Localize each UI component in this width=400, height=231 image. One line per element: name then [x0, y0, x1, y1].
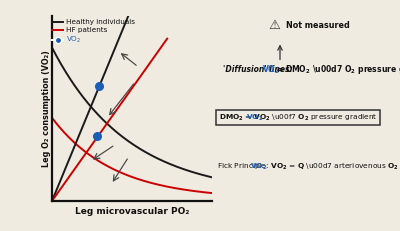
- Text: $\bf{VO_2}$: $\bf{VO_2}$: [246, 113, 263, 123]
- Y-axis label: Leg O₂ consumption (VO₂): Leg O₂ consumption (VO₂): [42, 50, 51, 167]
- Text: $\bf{VO_2}$: $\bf{VO_2}$: [262, 63, 280, 76]
- Text: Not measured: Not measured: [286, 21, 350, 30]
- Text: $\bf{VO_2}$: $\bf{VO_2}$: [250, 162, 267, 172]
- Text: $\bf{DMO_2}$ = $\bf{VO_2}$ \u00f7 $\bf{O_2}$ pressure gradient: $\bf{DMO_2}$ = $\bf{VO_2}$ \u00f7 $\bf{O…: [219, 113, 378, 123]
- Text: = $\bf{DMO_2}$ \u00d7 $\bf{O_2}$ pressure gradient: = $\bf{DMO_2}$ \u00d7 $\bf{O_2}$ pressur…: [276, 63, 400, 76]
- Text: ⚠: ⚠: [268, 19, 280, 32]
- X-axis label: Leg microvascular PO₂: Leg microvascular PO₂: [75, 207, 189, 216]
- Text: Fick Principle: $\bf{VO_2}$ = $\bf{Q}$ \u00d7 arteriovenous $\bf{O_2}$ differenc: Fick Principle: $\bf{VO_2}$ = $\bf{Q}$ \…: [217, 162, 400, 172]
- Legend: Healthy individuals, HF patients, $\mathdefault{VO_2}$: Healthy individuals, HF patients, $\math…: [49, 16, 138, 48]
- Text: 'Diffusion' lines:: 'Diffusion' lines:: [223, 65, 295, 74]
